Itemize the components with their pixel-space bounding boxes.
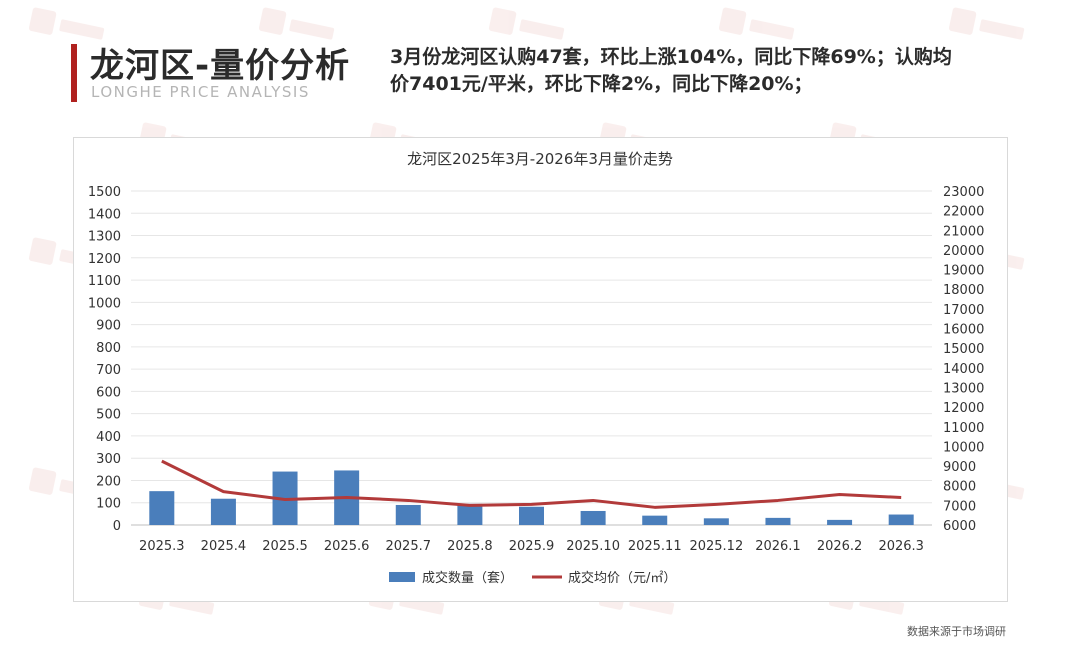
y-left-tick-label: 1400 bbox=[88, 207, 121, 222]
y-left-tick-label: 800 bbox=[96, 341, 121, 356]
x-tick-label: 2025.10 bbox=[566, 539, 620, 554]
summary-line-2: 价7401元/平米，环比下降2%，同比下降20%； bbox=[390, 73, 813, 95]
summary-text: 3月份龙河区认购47套，环比上涨104%，同比下降69%；认购均 价7401元/… bbox=[390, 44, 1000, 98]
y-left-tick-label: 0 bbox=[113, 519, 121, 534]
chart-title: 龙河区2025年3月-2026年3月量价走势 bbox=[407, 150, 673, 168]
bar-2025.9 bbox=[519, 506, 544, 525]
bar-2025.4 bbox=[210, 498, 236, 525]
y-left-tick-label: 300 bbox=[96, 452, 121, 467]
legend-line-label: 成交均价（元/㎡） bbox=[568, 570, 676, 586]
y-right-tick-label: 21000 bbox=[943, 224, 984, 239]
bar-2025.11 bbox=[642, 515, 668, 525]
x-tick-label: 2025.5 bbox=[262, 539, 308, 554]
title-accent-bar bbox=[71, 44, 77, 102]
bar-2025.3 bbox=[149, 491, 175, 525]
y-right-tick-label: 16000 bbox=[943, 323, 984, 338]
x-tick-label: 2025.9 bbox=[509, 539, 555, 554]
y-right-tick-label: 18000 bbox=[943, 283, 984, 298]
bar-2026.1 bbox=[765, 517, 791, 525]
y-right-tick-label: 17000 bbox=[943, 303, 984, 318]
y-left-tick-label: 400 bbox=[96, 430, 121, 445]
y-right-tick-label: 19000 bbox=[943, 264, 984, 279]
bar-2025.10 bbox=[580, 510, 606, 525]
y-left-tick-label: 1300 bbox=[88, 230, 121, 245]
y-right-tick-label: 10000 bbox=[943, 440, 984, 455]
x-tick-label: 2025.7 bbox=[386, 539, 432, 554]
bar-2025.7 bbox=[395, 504, 421, 525]
source-note: 数据来源于市场调研 bbox=[907, 625, 1006, 638]
y-right-tick-label: 6000 bbox=[943, 519, 976, 534]
x-tick-label: 2025.3 bbox=[139, 539, 185, 554]
y-right-tick-label: 9000 bbox=[943, 460, 976, 475]
y-left-tick-label: 1500 bbox=[88, 185, 121, 200]
legend-bar-label: 成交数量（套） bbox=[422, 570, 513, 586]
y-right-tick-label: 14000 bbox=[943, 362, 984, 377]
y-right-tick-label: 20000 bbox=[943, 244, 984, 259]
x-tick-label: 2025.12 bbox=[689, 539, 743, 554]
x-tick-label: 2026.1 bbox=[755, 539, 801, 554]
price-line bbox=[161, 459, 902, 509]
y-right-tick-label: 11000 bbox=[943, 421, 984, 436]
y-right-tick-label: 22000 bbox=[943, 205, 984, 220]
bar-2025.8 bbox=[457, 503, 483, 525]
y-right-tick-label: 15000 bbox=[943, 342, 984, 357]
y-left-tick-label: 1100 bbox=[88, 274, 121, 289]
y-left-tick-label: 1000 bbox=[88, 296, 121, 311]
x-tick-label: 2025.6 bbox=[324, 539, 370, 554]
bar-2026.2 bbox=[827, 519, 853, 525]
bar-2025.12 bbox=[703, 518, 729, 525]
summary-line-1: 3月份龙河区认购47套，环比上涨104%，同比下降69%；认购均 bbox=[390, 46, 952, 68]
chart: 龙河区2025年3月-2026年3月量价走势 0 100 200 300 400 500 60… bbox=[88, 150, 984, 586]
y-left-tick-label: 900 bbox=[96, 319, 121, 334]
legend-bar-swatch bbox=[389, 572, 415, 582]
y-right-tick-label: 13000 bbox=[943, 381, 984, 396]
y-right-tick-label: 12000 bbox=[943, 401, 984, 416]
bar-2026.3 bbox=[888, 514, 914, 525]
y-left-tick-label: 1200 bbox=[88, 252, 121, 267]
x-tick-label: 2025.11 bbox=[628, 539, 682, 554]
chart-frame: 龙河区2025年3月-2026年3月量价走势 0 100 200 300 400 500 60… bbox=[73, 137, 1008, 602]
y-left-tick-label: 200 bbox=[96, 474, 121, 489]
x-tick-label: 2025.4 bbox=[201, 539, 247, 554]
page-title: 龙河区-量价分析 bbox=[90, 46, 351, 86]
y-left-tick-label: 500 bbox=[96, 408, 121, 423]
y-right-tick-label: 23000 bbox=[943, 185, 984, 200]
y-left-tick-label: 600 bbox=[96, 385, 121, 400]
y-right-tick-label: 8000 bbox=[943, 480, 976, 495]
y-right-tick-label: 7000 bbox=[943, 499, 976, 514]
x-tick-label: 2026.3 bbox=[878, 539, 924, 554]
x-tick-label: 2026.2 bbox=[817, 539, 863, 554]
y-left-tick-label: 100 bbox=[96, 497, 121, 512]
x-tick-label: 2025.8 bbox=[447, 539, 493, 554]
page-subtitle: LONGHE PRICE ANALYSIS bbox=[91, 83, 310, 101]
y-left-tick-label: 700 bbox=[96, 363, 121, 378]
